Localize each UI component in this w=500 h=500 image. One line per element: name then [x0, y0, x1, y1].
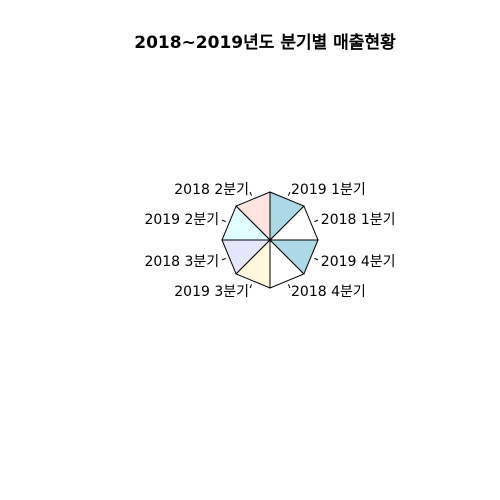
slice-label: 2018 4분기	[291, 284, 366, 300]
pie-slices	[221, 191, 319, 289]
label-leader-line	[221, 257, 226, 261]
label-leader-line	[221, 219, 226, 223]
label-leader-line	[249, 191, 253, 196]
label-leader-line	[287, 284, 291, 289]
slice-label: 2019 4분기	[321, 254, 396, 270]
chart-title: 2018~2019년도 분기별 매출현황	[134, 33, 396, 53]
label-leader-line	[314, 219, 319, 223]
slice-label: 2018 2분기	[174, 182, 249, 198]
label-leader-line	[314, 257, 319, 261]
label-leader-line	[249, 284, 253, 289]
label-leader-line	[287, 191, 291, 196]
slice-label: 2018 1분기	[321, 212, 396, 228]
slice-label: 2019 2분기	[144, 212, 219, 228]
pie-labels: 2018 1분기 2019 1분기 2018 2분기 2019 2분기 2018 3분기…	[144, 182, 395, 300]
slice-label: 2018 3분기	[144, 254, 219, 270]
slice-label: 2019 3분기	[174, 284, 249, 300]
slice-label: 2019 1분기	[291, 182, 366, 198]
pie-slice	[268, 239, 319, 275]
